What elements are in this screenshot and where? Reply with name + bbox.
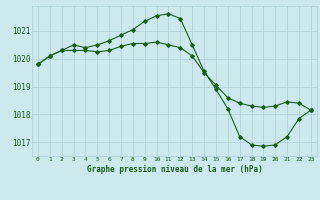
X-axis label: Graphe pression niveau de la mer (hPa): Graphe pression niveau de la mer (hPa) [86, 165, 262, 174]
